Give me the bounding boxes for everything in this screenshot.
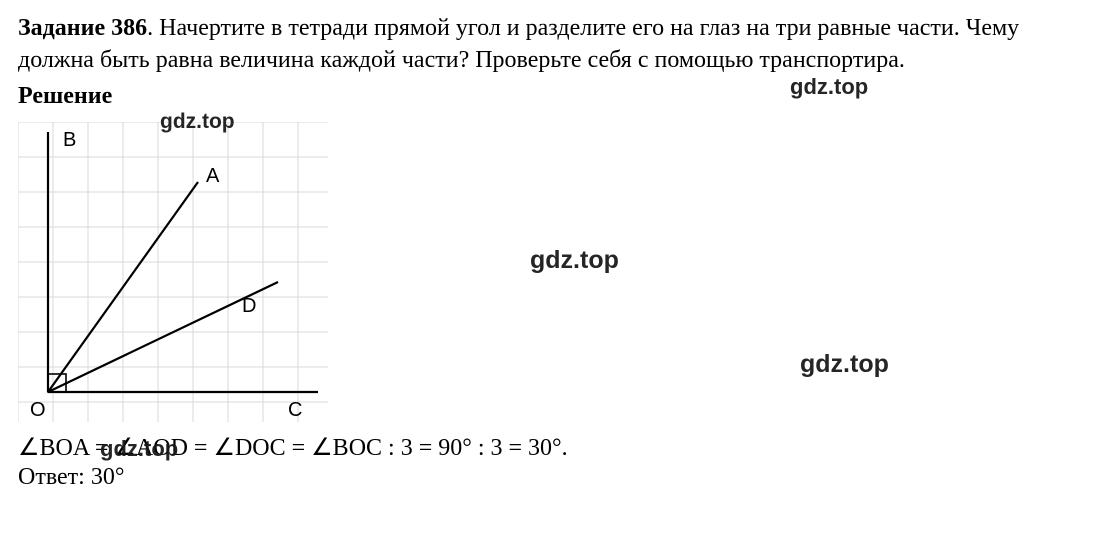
svg-text:O: O [30, 399, 46, 421]
problem-statement: Задание 386. Начертите в тетради прямой … [18, 12, 1075, 77]
watermark: gdz.top [800, 350, 889, 379]
angle-diagram-svg: B A D C O [18, 122, 328, 422]
svg-text:D: D [242, 295, 256, 317]
svg-text:A: A [206, 165, 220, 187]
watermark: gdz.top [790, 74, 868, 100]
watermark: gdz.top [530, 246, 619, 275]
problem-body: . Начертите в тетради прямой угол и разд… [18, 15, 1019, 73]
answer-value: 30° [91, 464, 125, 490]
svg-text:C: C [288, 399, 302, 421]
watermark: gdz.top [160, 110, 235, 134]
svg-text:B: B [63, 129, 76, 151]
solution-heading: Решение [18, 83, 1075, 110]
task-label: Задание 386 [18, 15, 147, 41]
watermark: gdz.top [100, 436, 178, 462]
answer-label: Ответ: [18, 464, 91, 490]
answer-line: Ответ: 30° [18, 464, 1075, 491]
